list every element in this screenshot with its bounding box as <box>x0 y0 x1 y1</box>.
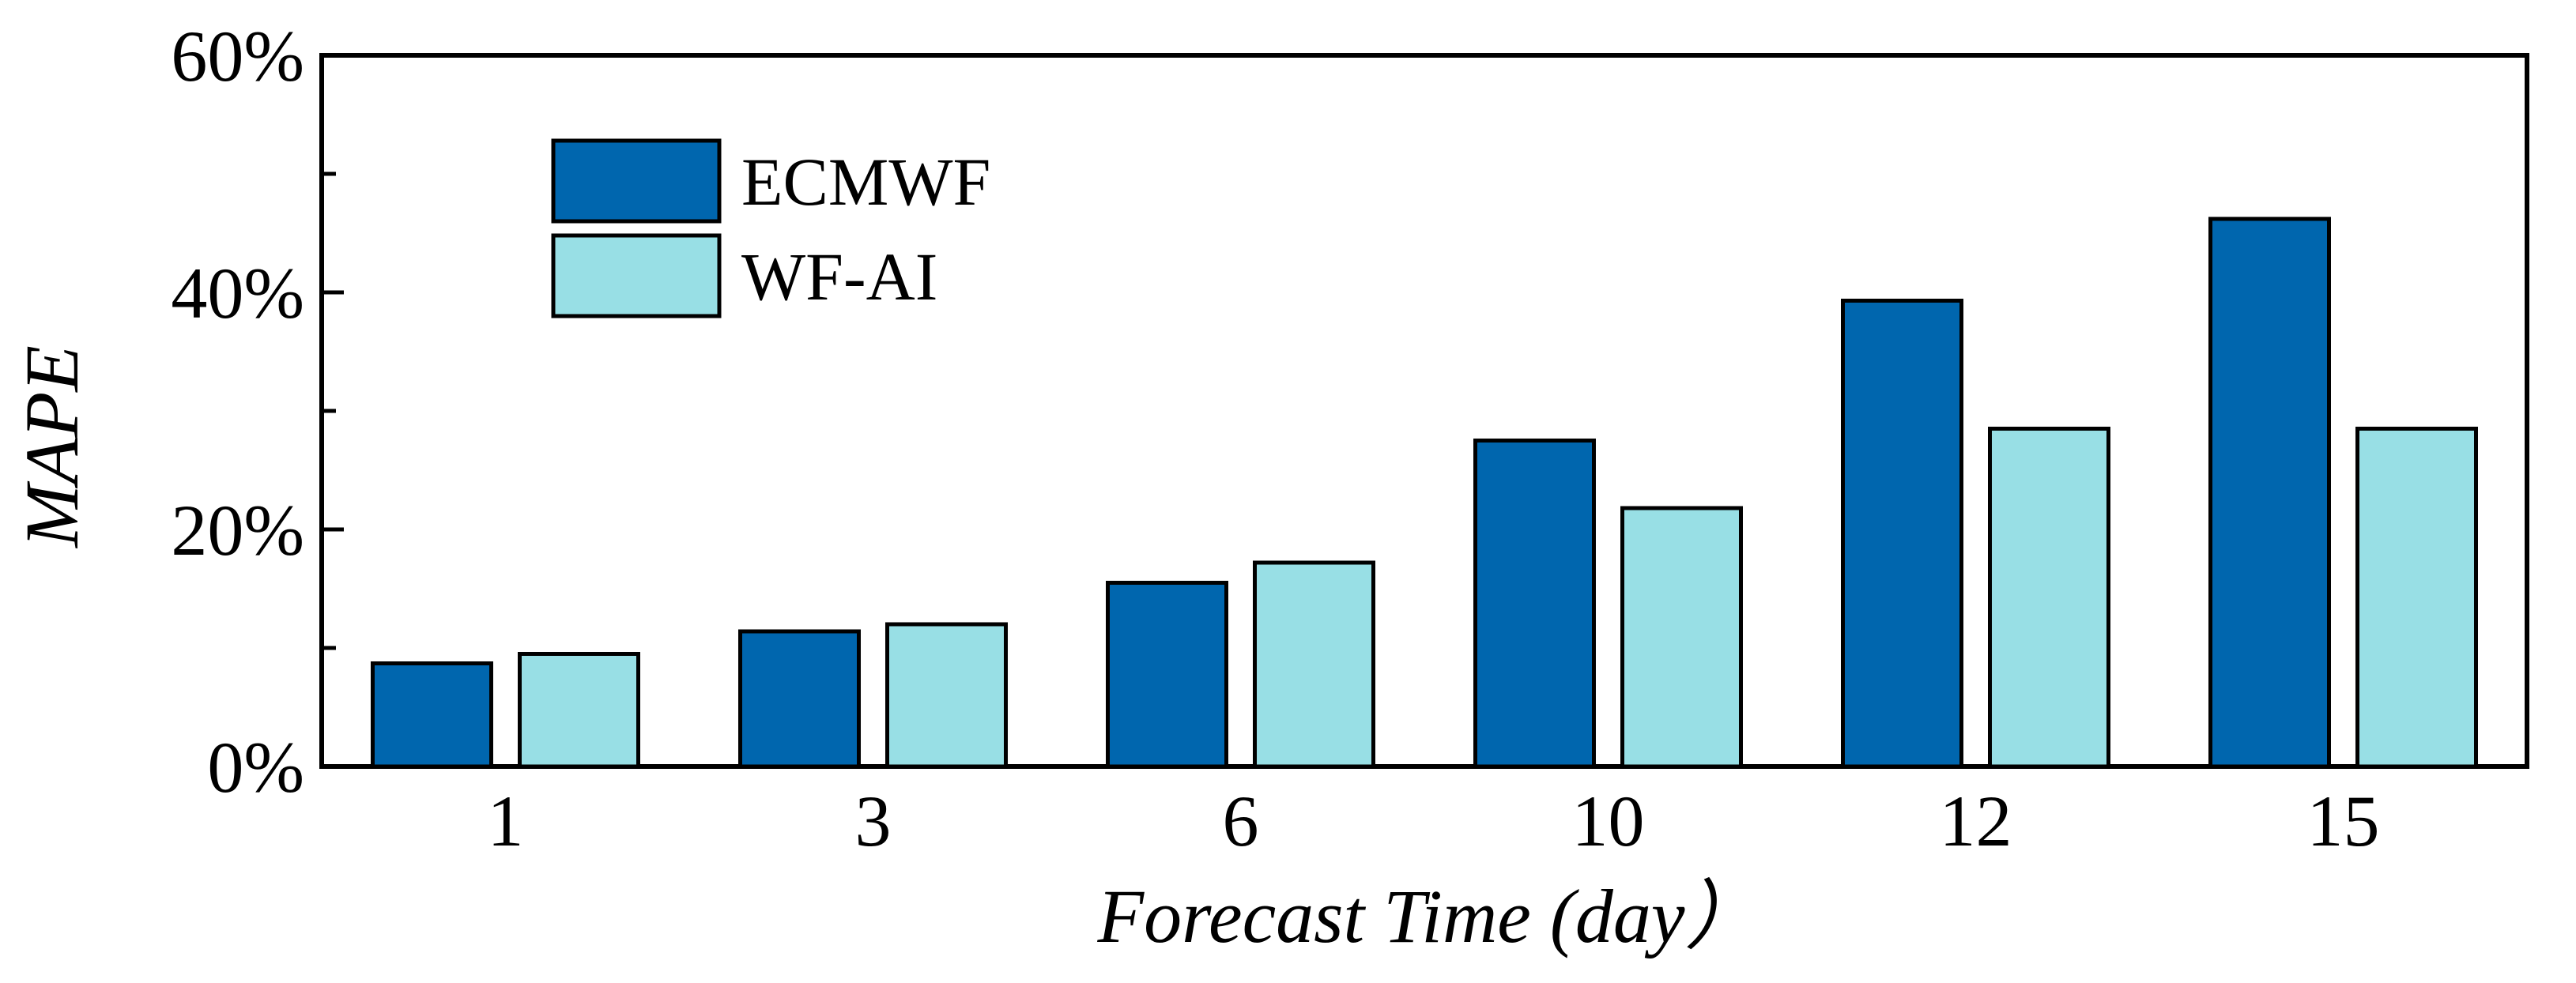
bar-ecmwf-1 <box>371 661 493 769</box>
bar-wf-ai-1 <box>518 652 640 769</box>
x-tick-label: 1 <box>488 781 524 861</box>
y-axis-ticks: 0% 20% 40% 60% <box>171 16 344 808</box>
bar-ecmwf-3 <box>738 629 861 769</box>
y-tick-label: 20% <box>171 490 304 571</box>
legend-swatch-wf-ai <box>551 233 722 318</box>
legend-label-wf-ai: WF-AI <box>741 239 937 314</box>
bar-wf-ai-10 <box>1620 506 1743 769</box>
legend-label-ecmwf: ECMWF <box>741 144 990 220</box>
y-tick-label: 40% <box>171 253 304 333</box>
bar-wf-ai-15 <box>2355 427 2478 769</box>
x-tick-label: 6 <box>1223 781 1259 861</box>
legend: ECMWF WF-AI <box>551 138 990 318</box>
bar-ecmwf-10 <box>1473 439 1596 769</box>
bars <box>371 217 2478 769</box>
bar-ecmwf-12 <box>1841 299 1963 769</box>
x-tick-label: 15 <box>2307 781 2380 861</box>
bar-wf-ai-3 <box>885 622 1008 769</box>
x-axis-ticks: 1 3 6 10 12 15 <box>488 781 2380 861</box>
x-axis-title: Forecast Time (day） <box>1097 874 1761 959</box>
y-axis-title: MAPE <box>9 345 94 549</box>
bar-wf-ai-6 <box>1253 560 1375 769</box>
x-tick-label: 12 <box>1940 781 2012 861</box>
bar-ecmwf-15 <box>2208 217 2331 769</box>
bar-ecmwf-6 <box>1106 581 1228 769</box>
x-tick-label: 3 <box>855 781 892 861</box>
bar-wf-ai-12 <box>1988 427 2110 769</box>
y-tick-label: 0% <box>207 727 304 808</box>
x-tick-label: 10 <box>1572 781 1645 861</box>
legend-swatch-ecmwf <box>551 138 722 224</box>
y-tick-label: 60% <box>171 16 304 96</box>
